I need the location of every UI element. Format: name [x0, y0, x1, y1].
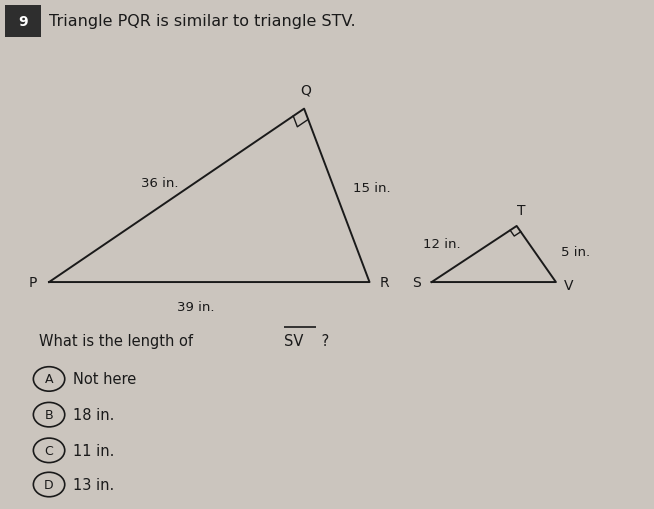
- Text: A: A: [45, 373, 53, 386]
- Text: Not here: Not here: [73, 372, 137, 387]
- Text: 36 in.: 36 in.: [141, 177, 179, 190]
- Text: Q: Q: [301, 84, 311, 98]
- Text: 9: 9: [18, 15, 27, 29]
- Text: Triangle PQR is similar to triangle STV.: Triangle PQR is similar to triangle STV.: [49, 14, 356, 30]
- Text: 15 in.: 15 in.: [353, 182, 391, 195]
- Text: SV: SV: [284, 333, 304, 349]
- Text: 39 in.: 39 in.: [177, 300, 215, 313]
- Text: V: V: [564, 278, 574, 292]
- Text: B: B: [44, 408, 54, 421]
- Text: T: T: [517, 204, 525, 218]
- Text: 5 in.: 5 in.: [561, 245, 591, 259]
- Text: R: R: [379, 275, 389, 290]
- Text: 12 in.: 12 in.: [422, 238, 460, 251]
- Text: P: P: [29, 275, 37, 290]
- Text: What is the length of: What is the length of: [39, 333, 198, 349]
- Text: 13 in.: 13 in.: [73, 477, 114, 492]
- Text: C: C: [44, 444, 54, 457]
- Text: S: S: [413, 275, 421, 290]
- Text: ?: ?: [317, 333, 330, 349]
- Text: 18 in.: 18 in.: [73, 407, 114, 422]
- Text: D: D: [44, 478, 54, 491]
- FancyBboxPatch shape: [5, 6, 41, 38]
- Text: 11 in.: 11 in.: [73, 443, 114, 458]
